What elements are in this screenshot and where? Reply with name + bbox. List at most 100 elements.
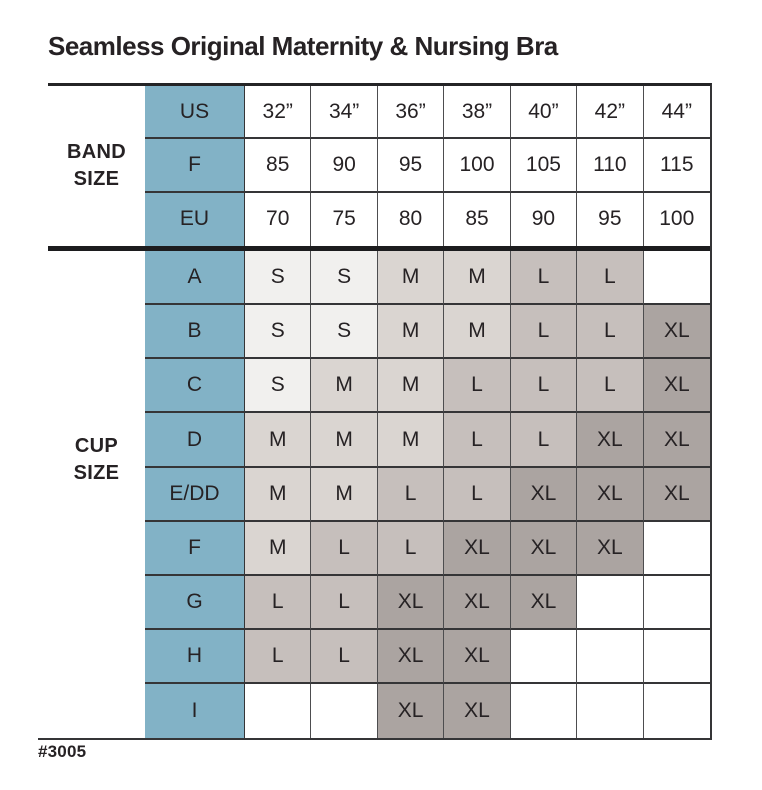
section-divider: [48, 246, 710, 252]
size-cell: 44”: [643, 86, 710, 140]
size-cell: L: [510, 413, 578, 468]
size-cell: XL: [444, 575, 511, 630]
size-cell: 95: [377, 139, 445, 193]
size-cell: 36”: [377, 86, 445, 140]
size-cell: XL: [643, 413, 710, 468]
size-cell: XL: [577, 521, 644, 576]
size-cell: 110: [577, 139, 644, 193]
size-cell: L: [510, 305, 578, 360]
size-cell: 32”: [245, 86, 312, 140]
size-cell: [643, 251, 710, 306]
size-cell: XL: [643, 359, 710, 414]
size-cell: M: [311, 359, 378, 414]
page-title: Seamless Original Maternity & Nursing Br…: [48, 31, 558, 61]
size-cell: M: [311, 413, 378, 468]
size-cell: 80: [377, 192, 445, 247]
size-cell: 90: [311, 139, 378, 193]
size-cell: S: [311, 251, 378, 306]
size-cell: M: [444, 251, 511, 306]
band-size-label: BAND SIZE: [48, 86, 145, 247]
size-cell: XL: [377, 629, 445, 684]
size-cell: 100: [643, 192, 710, 247]
size-cell: XL: [444, 683, 511, 739]
size-cell: M: [377, 359, 445, 414]
size-cell: [311, 683, 378, 739]
size-cell: XL: [444, 629, 511, 684]
size-cell: XL: [510, 575, 578, 630]
size-cell: S: [245, 251, 312, 306]
row-header-cell: F: [145, 139, 245, 193]
size-cell: L: [311, 575, 378, 630]
size-cell: 100: [444, 139, 511, 193]
size-cell: L: [577, 251, 644, 306]
size-cell: M: [245, 413, 312, 468]
size-cell: 42”: [577, 86, 644, 140]
size-cell: M: [311, 467, 378, 522]
size-cell: M: [377, 251, 445, 306]
row-header-cell: E/DD: [145, 467, 245, 522]
row-header-cell: A: [145, 251, 245, 306]
size-cell: L: [444, 467, 511, 522]
size-cell: L: [577, 359, 644, 414]
row-header-cell: US: [145, 86, 245, 140]
size-cell: XL: [510, 521, 578, 576]
size-cell: 85: [245, 139, 312, 193]
size-cell: L: [245, 575, 312, 630]
row-header-cell: H: [145, 629, 245, 684]
cup-size-section: CUP SIZE A S S M M L L B S S M M L L XL C S M M L L L XL D M M M L L…: [48, 251, 710, 739]
size-cell: 90: [510, 192, 578, 247]
size-cell: M: [444, 305, 511, 360]
size-cell: XL: [444, 521, 511, 576]
size-cell: L: [577, 305, 644, 360]
size-cell: [643, 629, 710, 684]
size-cell: XL: [510, 467, 578, 522]
size-cell: M: [245, 521, 312, 576]
size-cell: 115: [643, 139, 710, 193]
size-cell: [643, 683, 710, 739]
size-cell: [245, 683, 312, 739]
size-cell: [643, 575, 710, 630]
size-cell: S: [311, 305, 378, 360]
size-chart-table: BAND SIZE US 32” 34” 36” 38” 40” 42” 44” F 85 90 95…: [38, 83, 712, 741]
size-cell: [510, 629, 578, 684]
size-cell: XL: [643, 467, 710, 522]
size-cell: XL: [377, 575, 445, 630]
size-cell: L: [444, 359, 511, 414]
size-cell: L: [444, 413, 511, 468]
size-cell: 38”: [444, 86, 511, 140]
row-header-cell: F: [145, 521, 245, 576]
size-cell: S: [245, 359, 312, 414]
size-cell: [577, 575, 644, 630]
size-cell: S: [245, 305, 312, 360]
footnote-model-number: #3005: [38, 742, 87, 761]
size-cell: M: [377, 413, 445, 468]
row-header-cell: B: [145, 305, 245, 360]
size-cell: 40”: [510, 86, 578, 140]
row-header-cell: I: [145, 683, 245, 739]
size-cell: 75: [311, 192, 378, 247]
size-cell: [643, 521, 710, 576]
size-cell: L: [510, 359, 578, 414]
row-header-cell: C: [145, 359, 245, 414]
size-cell: [577, 629, 644, 684]
size-cell: 85: [444, 192, 511, 247]
size-cell: L: [377, 521, 445, 576]
row-header-cell: D: [145, 413, 245, 468]
size-cell: M: [245, 467, 312, 522]
size-cell: L: [245, 629, 312, 684]
size-cell: [577, 683, 644, 739]
size-cell: XL: [643, 305, 710, 360]
size-cell: XL: [577, 467, 644, 522]
size-cell: L: [311, 629, 378, 684]
size-cell: 34”: [311, 86, 378, 140]
size-cell: XL: [577, 413, 644, 468]
size-cell: M: [377, 305, 445, 360]
band-size-section: BAND SIZE US 32” 34” 36” 38” 40” 42” 44” F 85 90 95…: [48, 86, 710, 247]
size-cell: XL: [377, 683, 445, 739]
size-cell: L: [311, 521, 378, 576]
row-header-cell: G: [145, 575, 245, 630]
size-cell: L: [510, 251, 578, 306]
size-cell: L: [377, 467, 445, 522]
cup-size-label: CUP SIZE: [48, 251, 145, 739]
